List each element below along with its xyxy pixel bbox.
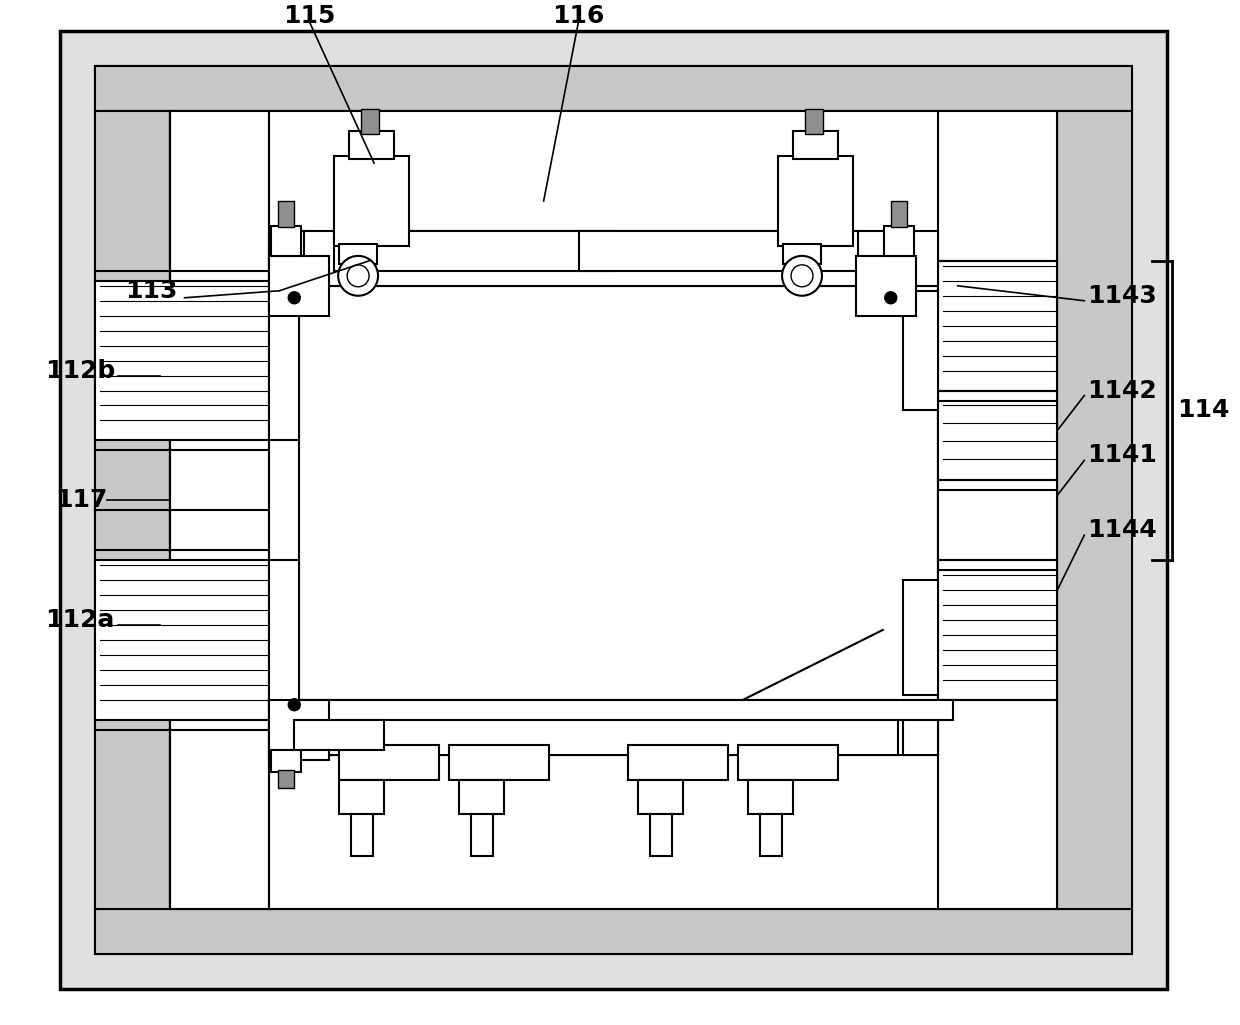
Bar	[459, 780, 503, 815]
Bar	[884, 226, 914, 256]
Bar	[937, 260, 1058, 391]
Bar	[269, 700, 304, 754]
Bar	[269, 231, 304, 286]
Bar	[269, 560, 299, 709]
Bar	[269, 700, 329, 760]
Bar	[299, 231, 898, 286]
Bar	[639, 780, 683, 815]
Bar	[94, 67, 1132, 112]
Bar	[340, 244, 377, 263]
Bar	[272, 226, 301, 256]
Bar	[334, 156, 409, 246]
Bar	[269, 291, 299, 441]
Bar	[278, 770, 294, 787]
Bar	[856, 256, 915, 316]
Bar	[94, 112, 170, 909]
Bar	[294, 720, 384, 749]
Bar	[94, 67, 1132, 954]
Bar	[449, 744, 548, 780]
Bar	[471, 815, 492, 856]
Bar	[351, 815, 373, 856]
Bar	[629, 744, 728, 780]
Bar	[94, 281, 269, 441]
Bar	[60, 32, 1167, 989]
Bar	[794, 131, 838, 159]
Bar	[903, 291, 937, 410]
Text: 1141: 1141	[1087, 444, 1157, 467]
Text: 116: 116	[552, 4, 605, 29]
Bar	[269, 256, 329, 316]
Bar	[903, 231, 937, 286]
Bar	[94, 909, 1132, 954]
Bar	[805, 110, 823, 134]
Bar	[738, 744, 838, 780]
Bar	[651, 815, 672, 856]
Text: 112b: 112b	[45, 359, 115, 382]
Bar	[1058, 112, 1132, 909]
Text: 1143: 1143	[1087, 284, 1157, 308]
Bar	[937, 112, 1058, 909]
Circle shape	[347, 264, 370, 287]
Bar	[272, 749, 301, 772]
Bar	[777, 156, 853, 246]
Bar	[94, 560, 269, 720]
Text: 113: 113	[125, 279, 177, 302]
Bar	[361, 110, 379, 134]
Circle shape	[885, 292, 897, 303]
Circle shape	[339, 256, 378, 296]
Circle shape	[288, 699, 300, 710]
Bar	[903, 700, 937, 754]
Circle shape	[791, 264, 813, 287]
Bar	[170, 112, 269, 909]
Bar	[170, 112, 1058, 909]
Text: 1144: 1144	[1087, 519, 1157, 542]
Bar	[340, 780, 384, 815]
Bar	[890, 201, 906, 227]
Bar	[903, 580, 937, 695]
Bar	[334, 231, 614, 271]
Circle shape	[782, 256, 822, 296]
Bar	[340, 744, 439, 780]
Text: 117: 117	[55, 488, 107, 512]
Bar	[299, 700, 898, 754]
Bar	[937, 401, 1058, 481]
Text: 114: 114	[1177, 399, 1229, 422]
Text: 112a: 112a	[45, 608, 114, 632]
Bar	[294, 700, 952, 720]
Bar	[760, 815, 782, 856]
Bar	[278, 201, 294, 227]
Circle shape	[288, 292, 300, 303]
Bar	[748, 780, 794, 815]
Bar	[937, 570, 1058, 700]
Text: 1142: 1142	[1087, 378, 1157, 403]
Bar	[350, 131, 394, 159]
Bar	[579, 231, 858, 271]
Bar	[937, 490, 1058, 560]
Bar	[782, 244, 821, 263]
Text: 115: 115	[283, 4, 335, 29]
